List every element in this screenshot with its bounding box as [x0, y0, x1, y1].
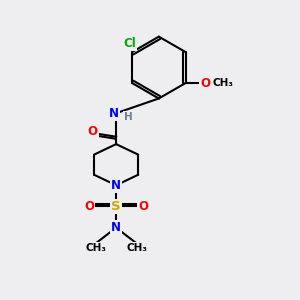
- Text: CH₃: CH₃: [212, 78, 233, 88]
- Text: O: O: [84, 200, 94, 213]
- Text: CH₃: CH₃: [85, 243, 106, 253]
- Text: O: O: [200, 76, 210, 89]
- Text: O: O: [88, 125, 98, 138]
- Text: N: N: [109, 107, 119, 120]
- Text: Cl: Cl: [123, 38, 136, 50]
- Text: CH₃: CH₃: [126, 243, 147, 253]
- Text: H: H: [124, 112, 133, 122]
- Text: O: O: [138, 200, 148, 213]
- Text: N: N: [111, 221, 121, 234]
- Text: S: S: [111, 200, 121, 213]
- Text: N: N: [111, 179, 121, 192]
